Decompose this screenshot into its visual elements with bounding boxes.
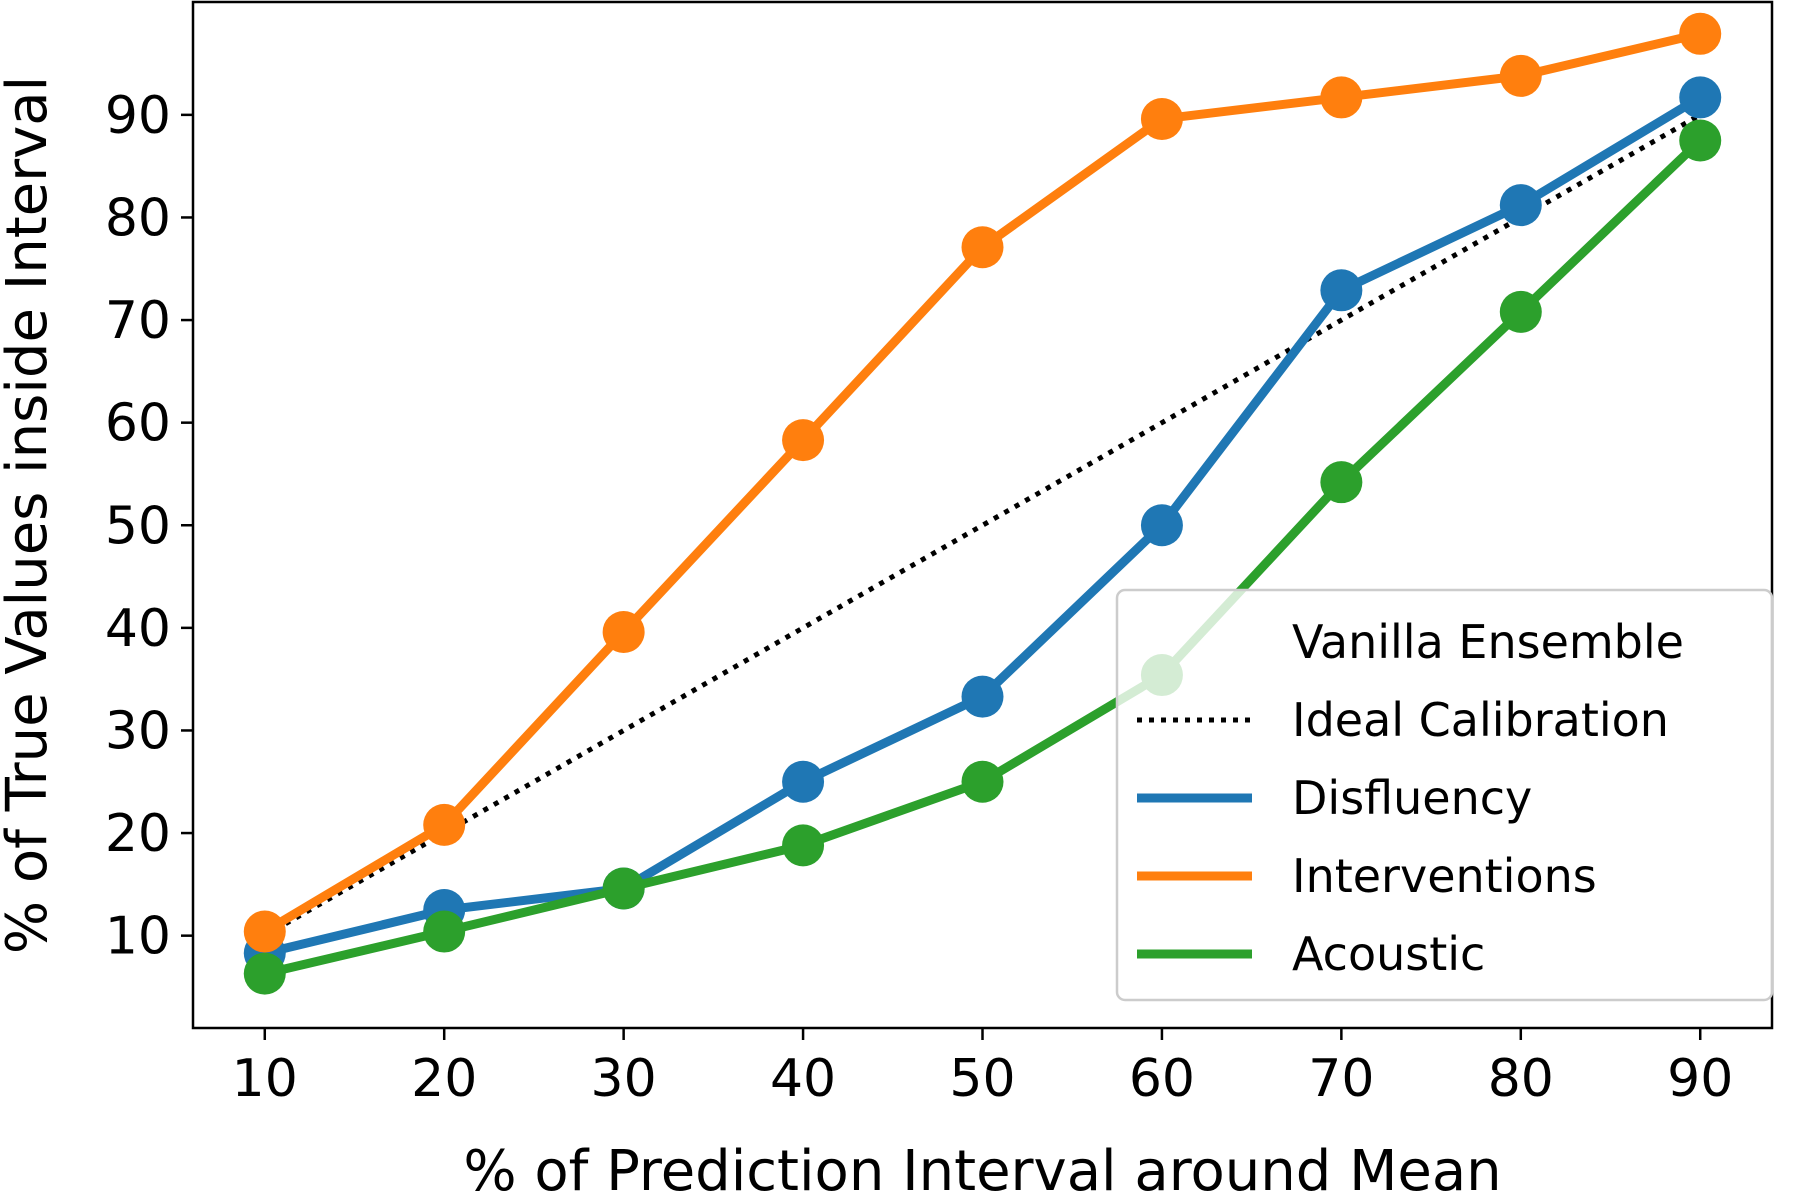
x-tick-label-10: 10 <box>232 1049 298 1109</box>
point-disfluency-60 <box>1140 504 1183 547</box>
point-interventions-50 <box>961 226 1004 269</box>
x-tick-label-40: 40 <box>770 1049 836 1109</box>
y-tick-label-20: 20 <box>105 804 171 864</box>
legend-label-disfluency: Disfluency <box>1292 771 1532 825</box>
point-interventions-20 <box>423 803 466 846</box>
point-disfluency-80 <box>1499 184 1542 227</box>
point-acoustic-70 <box>1320 461 1363 504</box>
y-tick-label-70: 70 <box>105 291 171 351</box>
x-tick-label-70: 70 <box>1308 1049 1374 1109</box>
point-interventions-10 <box>243 910 286 953</box>
point-interventions-30 <box>602 610 645 653</box>
point-interventions-40 <box>782 419 825 462</box>
series-interventions <box>243 12 1722 953</box>
x-tick-label-30: 30 <box>591 1049 657 1109</box>
y-tick-label-50: 50 <box>105 496 171 556</box>
point-disfluency-50 <box>961 675 1004 718</box>
point-acoustic-10 <box>243 952 286 995</box>
point-acoustic-40 <box>782 824 825 867</box>
point-disfluency-40 <box>782 760 825 803</box>
point-disfluency-90 <box>1679 76 1722 119</box>
y-tick-label-30: 30 <box>105 701 171 761</box>
x-tick-label-50: 50 <box>949 1049 1015 1109</box>
y-tick-label-40: 40 <box>105 599 171 659</box>
x-tick-label-80: 80 <box>1488 1049 1554 1109</box>
x-tick-label-20: 20 <box>411 1049 477 1109</box>
y-axis: 10 20 30 40 50 60 70 80 90 <box>105 86 193 967</box>
point-acoustic-30 <box>602 867 645 910</box>
point-interventions-90 <box>1679 12 1722 55</box>
legend-label-acoustic: Acoustic <box>1292 927 1485 981</box>
point-acoustic-90 <box>1679 119 1722 162</box>
point-disfluency-70 <box>1320 269 1363 312</box>
legend-title: Vanilla Ensemble <box>1292 615 1684 669</box>
x-tick-label-60: 60 <box>1129 1049 1195 1109</box>
y-tick-label-80: 80 <box>105 188 171 248</box>
x-axis: 10 20 30 40 50 60 70 80 90 <box>232 1028 1733 1109</box>
point-interventions-60 <box>1140 97 1183 140</box>
point-acoustic-80 <box>1499 290 1542 333</box>
y-axis-label: % of True Values inside Interval <box>0 76 60 954</box>
y-tick-label-10: 10 <box>105 907 171 967</box>
point-interventions-70 <box>1320 76 1363 119</box>
x-tick-label-90: 90 <box>1667 1049 1733 1109</box>
y-tick-label-60: 60 <box>105 394 171 454</box>
x-axis-label: % of Prediction Interval around Mean <box>463 1139 1501 1200</box>
legend-label-ideal-calibration: Ideal Calibration <box>1292 693 1669 747</box>
legend-label-interventions: Interventions <box>1292 849 1597 903</box>
point-acoustic-50 <box>961 760 1004 803</box>
legend: Vanilla Ensemble Ideal Calibration Disflue… <box>1115 588 1774 1002</box>
plot-marks <box>243 12 1722 995</box>
point-interventions-80 <box>1499 54 1542 97</box>
point-acoustic-20 <box>423 910 466 953</box>
y-tick-label-90: 90 <box>105 86 171 146</box>
series-acoustic <box>243 119 1722 995</box>
legend-box <box>1115 588 1774 1002</box>
